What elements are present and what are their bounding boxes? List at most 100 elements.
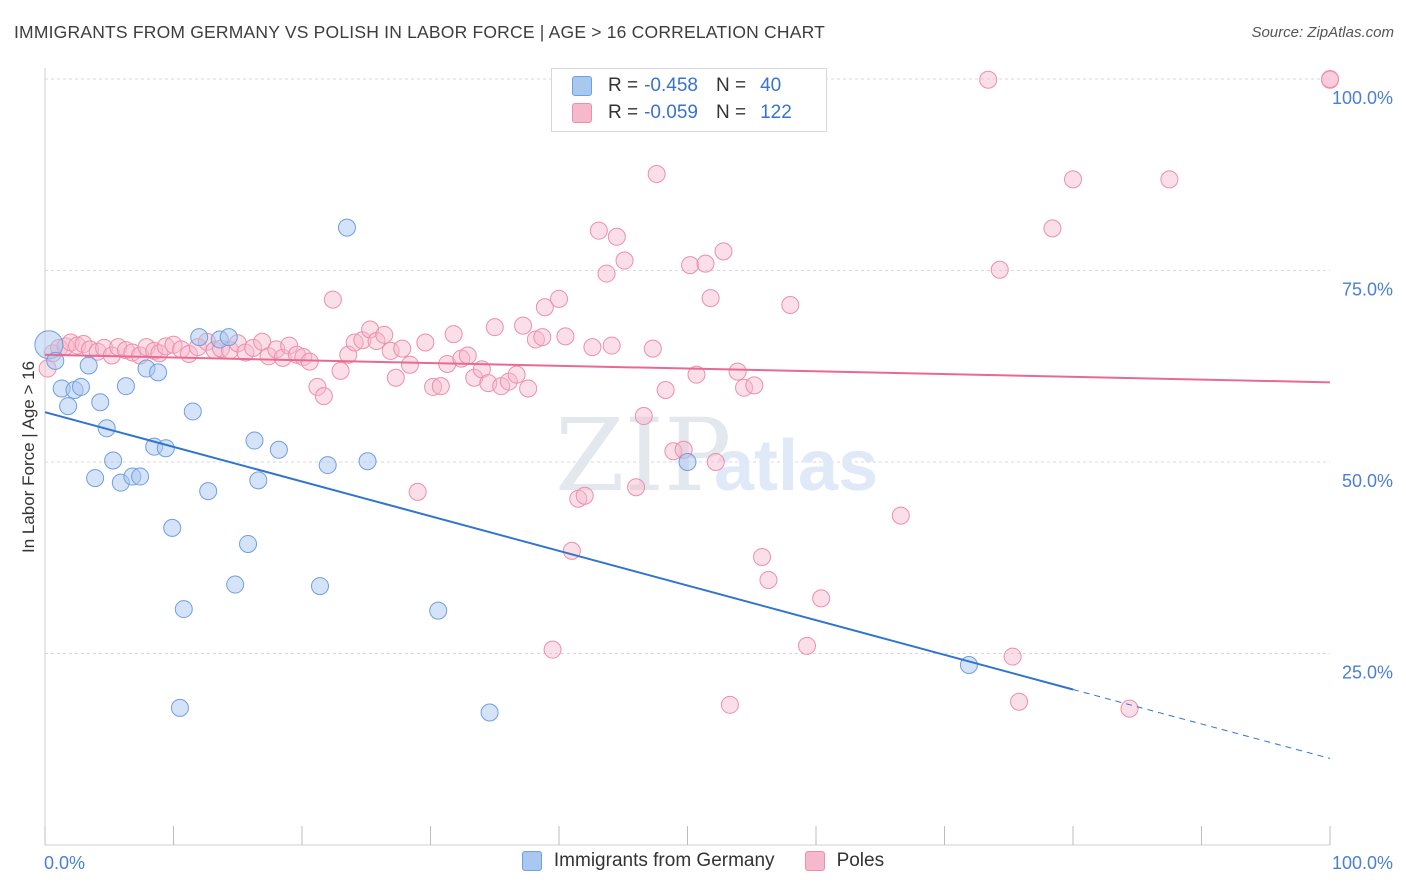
source-label: Source: ZipAtlas.com — [1251, 24, 1394, 41]
trendlines — [44, 353, 1331, 759]
poles-point — [533, 328, 552, 347]
germany-point — [149, 363, 168, 382]
germany-point — [183, 402, 202, 421]
poles-point — [1120, 699, 1139, 718]
poles-point — [514, 316, 533, 335]
y-axis-label: In Labor Force | Age > 16 — [19, 361, 38, 553]
legend-r-value: -0.458 — [644, 75, 698, 96]
germany-point — [86, 469, 105, 488]
germany-point — [71, 377, 90, 396]
bottom-legend-poles: Poles — [804, 850, 884, 872]
poles-point — [499, 372, 518, 391]
germany-point — [429, 601, 448, 620]
poles-point — [280, 336, 299, 355]
gridlines — [45, 78, 1330, 654]
poles-point — [444, 325, 463, 344]
poles-point — [375, 325, 394, 344]
legend-swatch-poles — [572, 103, 592, 123]
poles-point — [759, 570, 778, 589]
axes — [44, 68, 1331, 846]
poles-point — [1043, 219, 1062, 238]
poles-point — [706, 453, 725, 471]
germany-point — [46, 351, 65, 370]
poles-point — [400, 355, 419, 374]
poles-point — [535, 298, 554, 317]
poles-point — [416, 333, 435, 352]
germany-point — [245, 431, 264, 450]
poles-point — [720, 695, 739, 714]
bottom-legend-germany: Immigrants from Germany — [521, 850, 775, 872]
germany-point — [310, 577, 329, 596]
tick-labels: 25.0% 50.0% 75.0% 100.0% 0.0% 100.0% — [44, 88, 1393, 873]
germany-point — [219, 328, 238, 347]
bottom-legend-label-germany: Immigrants from Germany — [553, 850, 775, 871]
poles-point — [300, 352, 319, 371]
poles-point — [156, 337, 175, 356]
legend-n-label: N = — [715, 102, 747, 123]
legend-box: R = -0.458 N = 40 R = -0.059 N = 122 — [551, 68, 827, 132]
legend-n-label: N = — [715, 75, 747, 96]
poles-trendline — [44, 353, 1331, 384]
poles-point — [696, 254, 715, 273]
poles-point — [812, 589, 831, 608]
watermark-zip: ZIP — [555, 397, 731, 514]
poles-point — [1160, 170, 1179, 189]
poles-point — [714, 242, 733, 261]
poles-point — [543, 640, 562, 659]
legend-n-value: 122 — [760, 102, 792, 123]
germany-point — [678, 453, 697, 471]
germany-point — [318, 456, 337, 475]
germany-point — [91, 393, 110, 412]
germany-point — [170, 698, 189, 717]
y-tick-label: 50.0% — [1342, 471, 1393, 491]
legend-n-value: 40 — [760, 75, 782, 96]
x-tick-label: 0.0% — [44, 853, 85, 873]
poles-point — [244, 338, 263, 357]
poles-point — [798, 636, 817, 655]
poles-point — [615, 251, 634, 270]
poles-point — [687, 365, 706, 384]
poles-point — [597, 264, 616, 283]
germany-point — [199, 482, 218, 501]
poles-point — [323, 290, 342, 309]
legend-r-value: -0.059 — [644, 102, 698, 123]
poles-point — [602, 336, 621, 355]
bottom-legend-swatch-germany — [521, 851, 542, 871]
germany-point — [190, 328, 209, 347]
bottom-legend-swatch-poles — [804, 851, 825, 871]
poles-point — [1010, 692, 1029, 711]
poles-point — [331, 361, 350, 380]
poles-point — [1003, 647, 1022, 666]
germany-point — [239, 534, 258, 553]
poles-point — [556, 327, 575, 346]
germany-point — [131, 467, 150, 486]
germany-point — [104, 451, 123, 470]
poles-point — [507, 365, 526, 384]
poles-point — [1064, 170, 1082, 189]
poles-point — [361, 320, 380, 339]
poles-point — [728, 362, 747, 381]
poles-point — [634, 407, 653, 426]
germany-point — [226, 575, 245, 594]
poles-point — [550, 289, 568, 308]
poles-point — [314, 387, 333, 406]
poles-point — [431, 377, 450, 396]
germany-points — [34, 218, 978, 722]
poles-points — [38, 70, 1339, 718]
germany-point — [358, 452, 377, 471]
poles-point — [381, 341, 400, 360]
poles-point — [519, 379, 538, 398]
legend-r-label: R = — [608, 75, 639, 96]
chart-title: IMMIGRANTS FROM GERMANY VS POLISH IN LAB… — [14, 22, 825, 42]
poles-point — [979, 70, 998, 89]
watermark-atlas: atlas — [714, 426, 878, 506]
poles-point — [393, 339, 412, 358]
poles-point — [583, 338, 602, 357]
legend-row-poles: R = -0.059 N = 122 — [572, 100, 792, 126]
legend-row-germany: R = -0.458 N = 40 — [572, 73, 781, 99]
poles-point — [589, 221, 608, 240]
bottom-legend: Immigrants from Germany Poles — [0, 850, 1406, 872]
germany-point — [79, 356, 98, 375]
poles-point — [1321, 70, 1339, 88]
